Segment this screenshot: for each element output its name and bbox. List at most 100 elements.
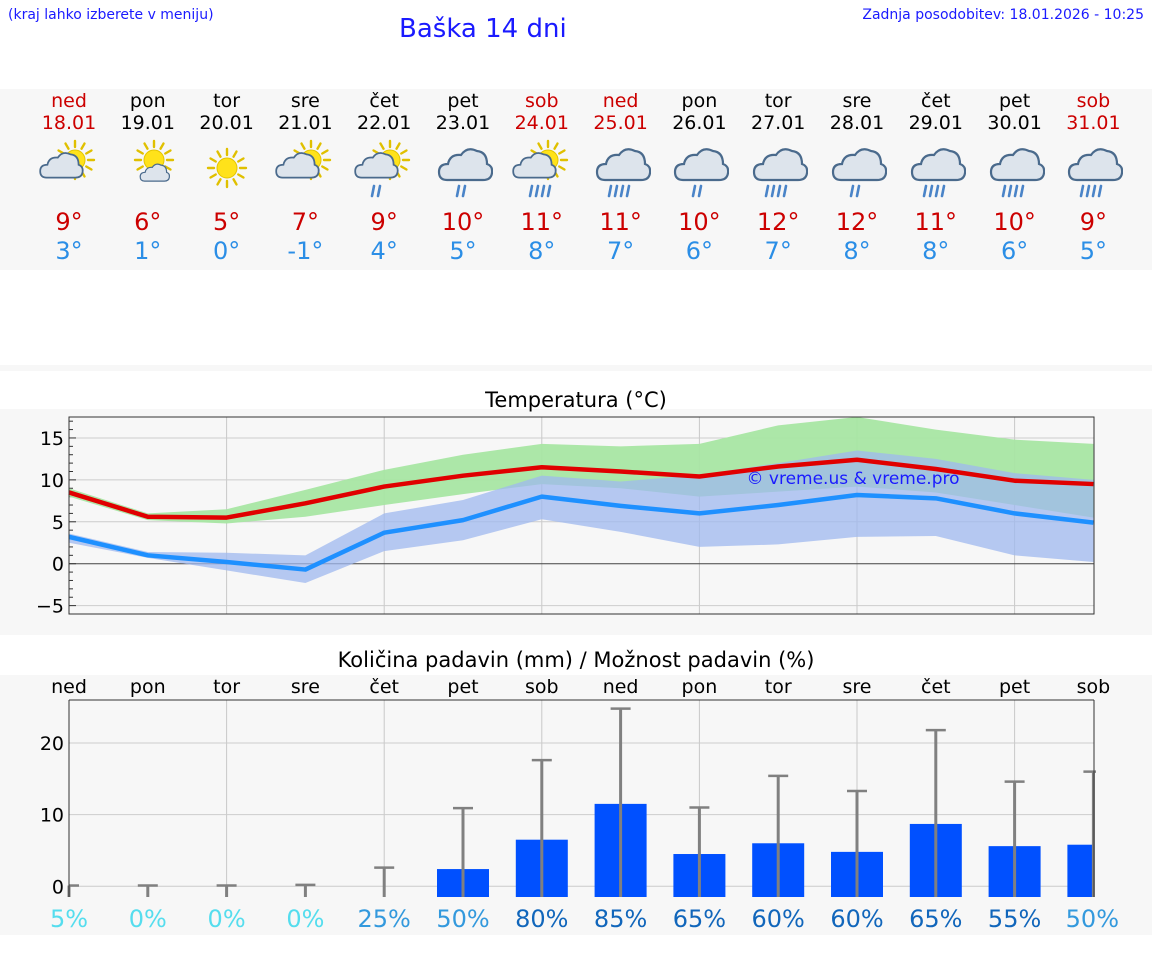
- watermark-text: © vreme.us & vreme.pro: [746, 469, 959, 489]
- precipitation-bar: [1067, 844, 1094, 897]
- precipitation-probability-label: 25%: [358, 905, 411, 933]
- location-menu-hint[interactable]: (kraj lahko izberete v meniju): [8, 7, 214, 23]
- day-date: 23.01: [435, 112, 491, 134]
- precipitation-day-label: ned: [603, 676, 639, 698]
- min-temperature: 6°: [685, 237, 714, 265]
- sun-cloud-icon: [39, 138, 99, 202]
- max-temperature: 12°: [835, 208, 879, 236]
- min-temperature: 0°: [212, 237, 241, 265]
- precipitation-day-label: ned: [51, 676, 87, 698]
- precipitation-probability-label: 60%: [752, 905, 805, 933]
- daily-forecast-panel: ned 18.01 9° 3° pon 19.01 6° 1° tor 20.01 5° 0° sre 2…: [0, 89, 1152, 270]
- min-temperature: 6°: [1000, 237, 1029, 265]
- day-column: tor 27.01 12° 7°: [738, 89, 818, 265]
- day-date: 21.01: [278, 112, 333, 134]
- min-temperature: 7°: [764, 237, 792, 265]
- day-column: čet 29.01 11° 8°: [896, 89, 976, 265]
- day-column: pet 23.01 10° 5°: [423, 89, 503, 265]
- min-temperature: 5°: [449, 237, 477, 265]
- precipitation-probability-label: 55%: [988, 905, 1041, 933]
- sun-icon: [197, 138, 257, 202]
- sun-cloud-rain-icon: [354, 138, 414, 202]
- max-temperature: 5°: [212, 208, 241, 236]
- precipitation-probability-label: 0%: [286, 905, 324, 933]
- max-temperature: 12°: [756, 208, 800, 236]
- day-column: pet 30.01 10° 6°: [975, 89, 1055, 265]
- day-name: čet: [369, 90, 399, 112]
- max-temperature: 10°: [678, 208, 721, 236]
- precipitation-probability-label: 85%: [594, 905, 647, 933]
- day-date: 22.01: [356, 112, 412, 134]
- day-name: pon: [681, 90, 718, 112]
- day-name: pet: [998, 90, 1031, 112]
- day-column: čet 22.01 9° 4°: [344, 89, 424, 265]
- precipitation-day-label: sob: [1077, 676, 1111, 698]
- sun-small-cloud-icon: [118, 138, 178, 202]
- temperature-chart-title: Temperatura (°C): [485, 388, 667, 412]
- day-date: 27.01: [750, 112, 806, 134]
- day-column: tor 20.01 5° 0°: [187, 89, 267, 265]
- min-temperature: 8°: [922, 237, 950, 265]
- day-name: tor: [213, 90, 241, 112]
- precipitation-day-label: sre: [843, 676, 872, 698]
- precipitation-day-label: pon: [130, 676, 166, 698]
- min-temperature: 4°: [370, 237, 398, 265]
- precipitation-day-label: tor: [213, 676, 240, 698]
- max-temperature: 11°: [520, 208, 564, 236]
- min-temperature: -1°: [287, 237, 324, 265]
- day-name: sre: [290, 90, 320, 112]
- precipitation-probability-label: 0%: [129, 905, 167, 933]
- day-name: tor: [764, 90, 792, 112]
- min-temperature: 1°: [134, 237, 162, 265]
- precipitation-ytick-label: 20: [40, 733, 64, 755]
- precipitation-probability-label: 50%: [1066, 905, 1119, 933]
- precipitation-probability-label: 65%: [673, 905, 726, 933]
- max-temperature: 6°: [134, 208, 162, 236]
- min-temperature: 8°: [528, 237, 556, 265]
- day-date: 28.01: [829, 112, 885, 134]
- max-temperature: 7°: [291, 208, 320, 236]
- min-temperature-band: [69, 450, 1094, 583]
- max-temperature-line: [68, 457, 1094, 520]
- last-update-info: Zadnja posodobitev: 18.01.2026 - 10:25: [862, 7, 1144, 23]
- day-name: pon: [129, 90, 166, 112]
- precipitation-probability-label: 65%: [909, 905, 962, 933]
- min-temperature: 3°: [55, 237, 83, 265]
- min-temperature: 8°: [843, 237, 871, 265]
- max-temperature: 11°: [914, 208, 958, 236]
- cloud-rain-icon: [433, 138, 494, 202]
- precipitation-day-label: čet: [921, 676, 951, 698]
- cloud-heavy-rain-icon: [906, 138, 967, 202]
- day-column: ned 18.01 9° 3°: [29, 89, 109, 265]
- temperature-ytick-label: −5: [36, 596, 64, 618]
- max-temperature: 9°: [1079, 208, 1108, 236]
- precipitation-probability-label: 60%: [830, 905, 883, 933]
- cloud-heavy-rain-icon: [1063, 138, 1124, 202]
- day-column: pon 19.01 6° 1°: [108, 89, 188, 265]
- cloud-heavy-rain-icon: [591, 138, 651, 202]
- cloud-heavy-rain-icon: [748, 138, 809, 202]
- day-column: sob 31.01 9° 5°: [1053, 89, 1133, 265]
- day-date: 26.01: [672, 112, 727, 134]
- precipitation-ytick-label: 10: [40, 805, 64, 827]
- cloud-rain-icon: [669, 138, 730, 202]
- day-date: 25.01: [593, 112, 648, 134]
- min-temperature-line: [68, 492, 1094, 572]
- day-date: 30.01: [987, 112, 1042, 134]
- sun-cloud-icon: [275, 138, 335, 202]
- max-temperature: 9°: [370, 208, 398, 236]
- max-temperature: 10°: [993, 208, 1036, 236]
- temperature-plot-frame: [68, 416, 1095, 615]
- precipitation-ytick-label: 0: [52, 876, 64, 898]
- day-column: ned 25.01 11° 7°: [581, 89, 661, 265]
- day-column: pon 26.01 10° 6°: [659, 89, 739, 265]
- temperature-ytick-label: 10: [40, 470, 64, 492]
- precipitation-day-label: pet: [999, 676, 1030, 698]
- max-temperature: 11°: [599, 208, 642, 236]
- precipitation-probability-label: 50%: [436, 905, 489, 933]
- precipitation-day-label: pet: [447, 676, 478, 698]
- min-temperature: 5°: [1079, 237, 1108, 265]
- day-date: 31.01: [1066, 112, 1121, 134]
- day-date: 20.01: [199, 112, 254, 134]
